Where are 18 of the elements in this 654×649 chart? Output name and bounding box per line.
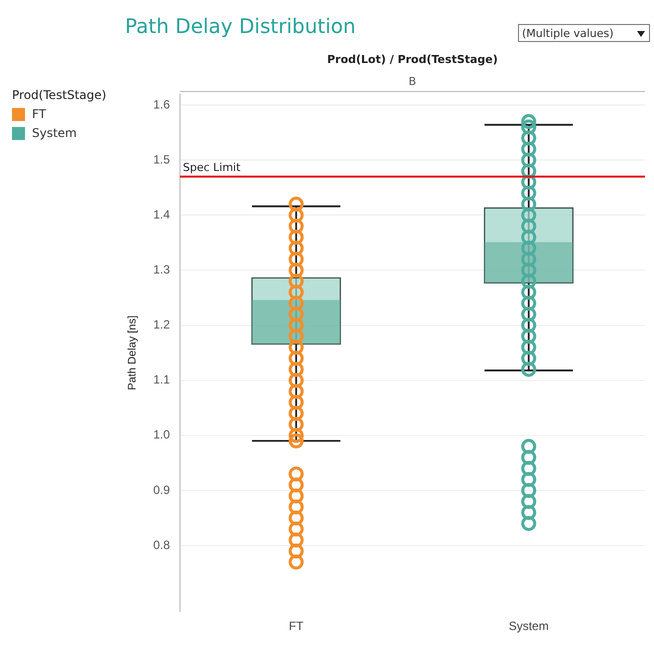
y-tick-label: 1.3 [153, 262, 170, 277]
chart-subtitle: Prod(Lot) / Prod(TestStage) [327, 52, 498, 66]
y-tick-label: 1.5 [153, 152, 170, 166]
chart-title: Path Delay Distribution [125, 14, 356, 38]
text: B [408, 74, 416, 88]
legend-label: System [32, 126, 77, 140]
y-tick-label: 0.8 [153, 538, 170, 552]
ref-line-label: Spec Limit [182, 160, 242, 174]
y-tick-label: 1.0 [153, 428, 170, 442]
y-tick-label: 1.2 [153, 318, 170, 332]
text: (Multiple values) [522, 27, 614, 40]
y-tick-label: 1.4 [153, 207, 170, 222]
y-tick-label: 1.6 [153, 97, 170, 112]
y-tick-label: 0.9 [153, 482, 170, 497]
y-axis-title: Path Delay [ns] [126, 316, 139, 390]
y-tick-label: 1.1 [153, 372, 170, 387]
legend-title: Prod(TestStage) [12, 88, 106, 102]
legend-label: FT [32, 107, 46, 121]
